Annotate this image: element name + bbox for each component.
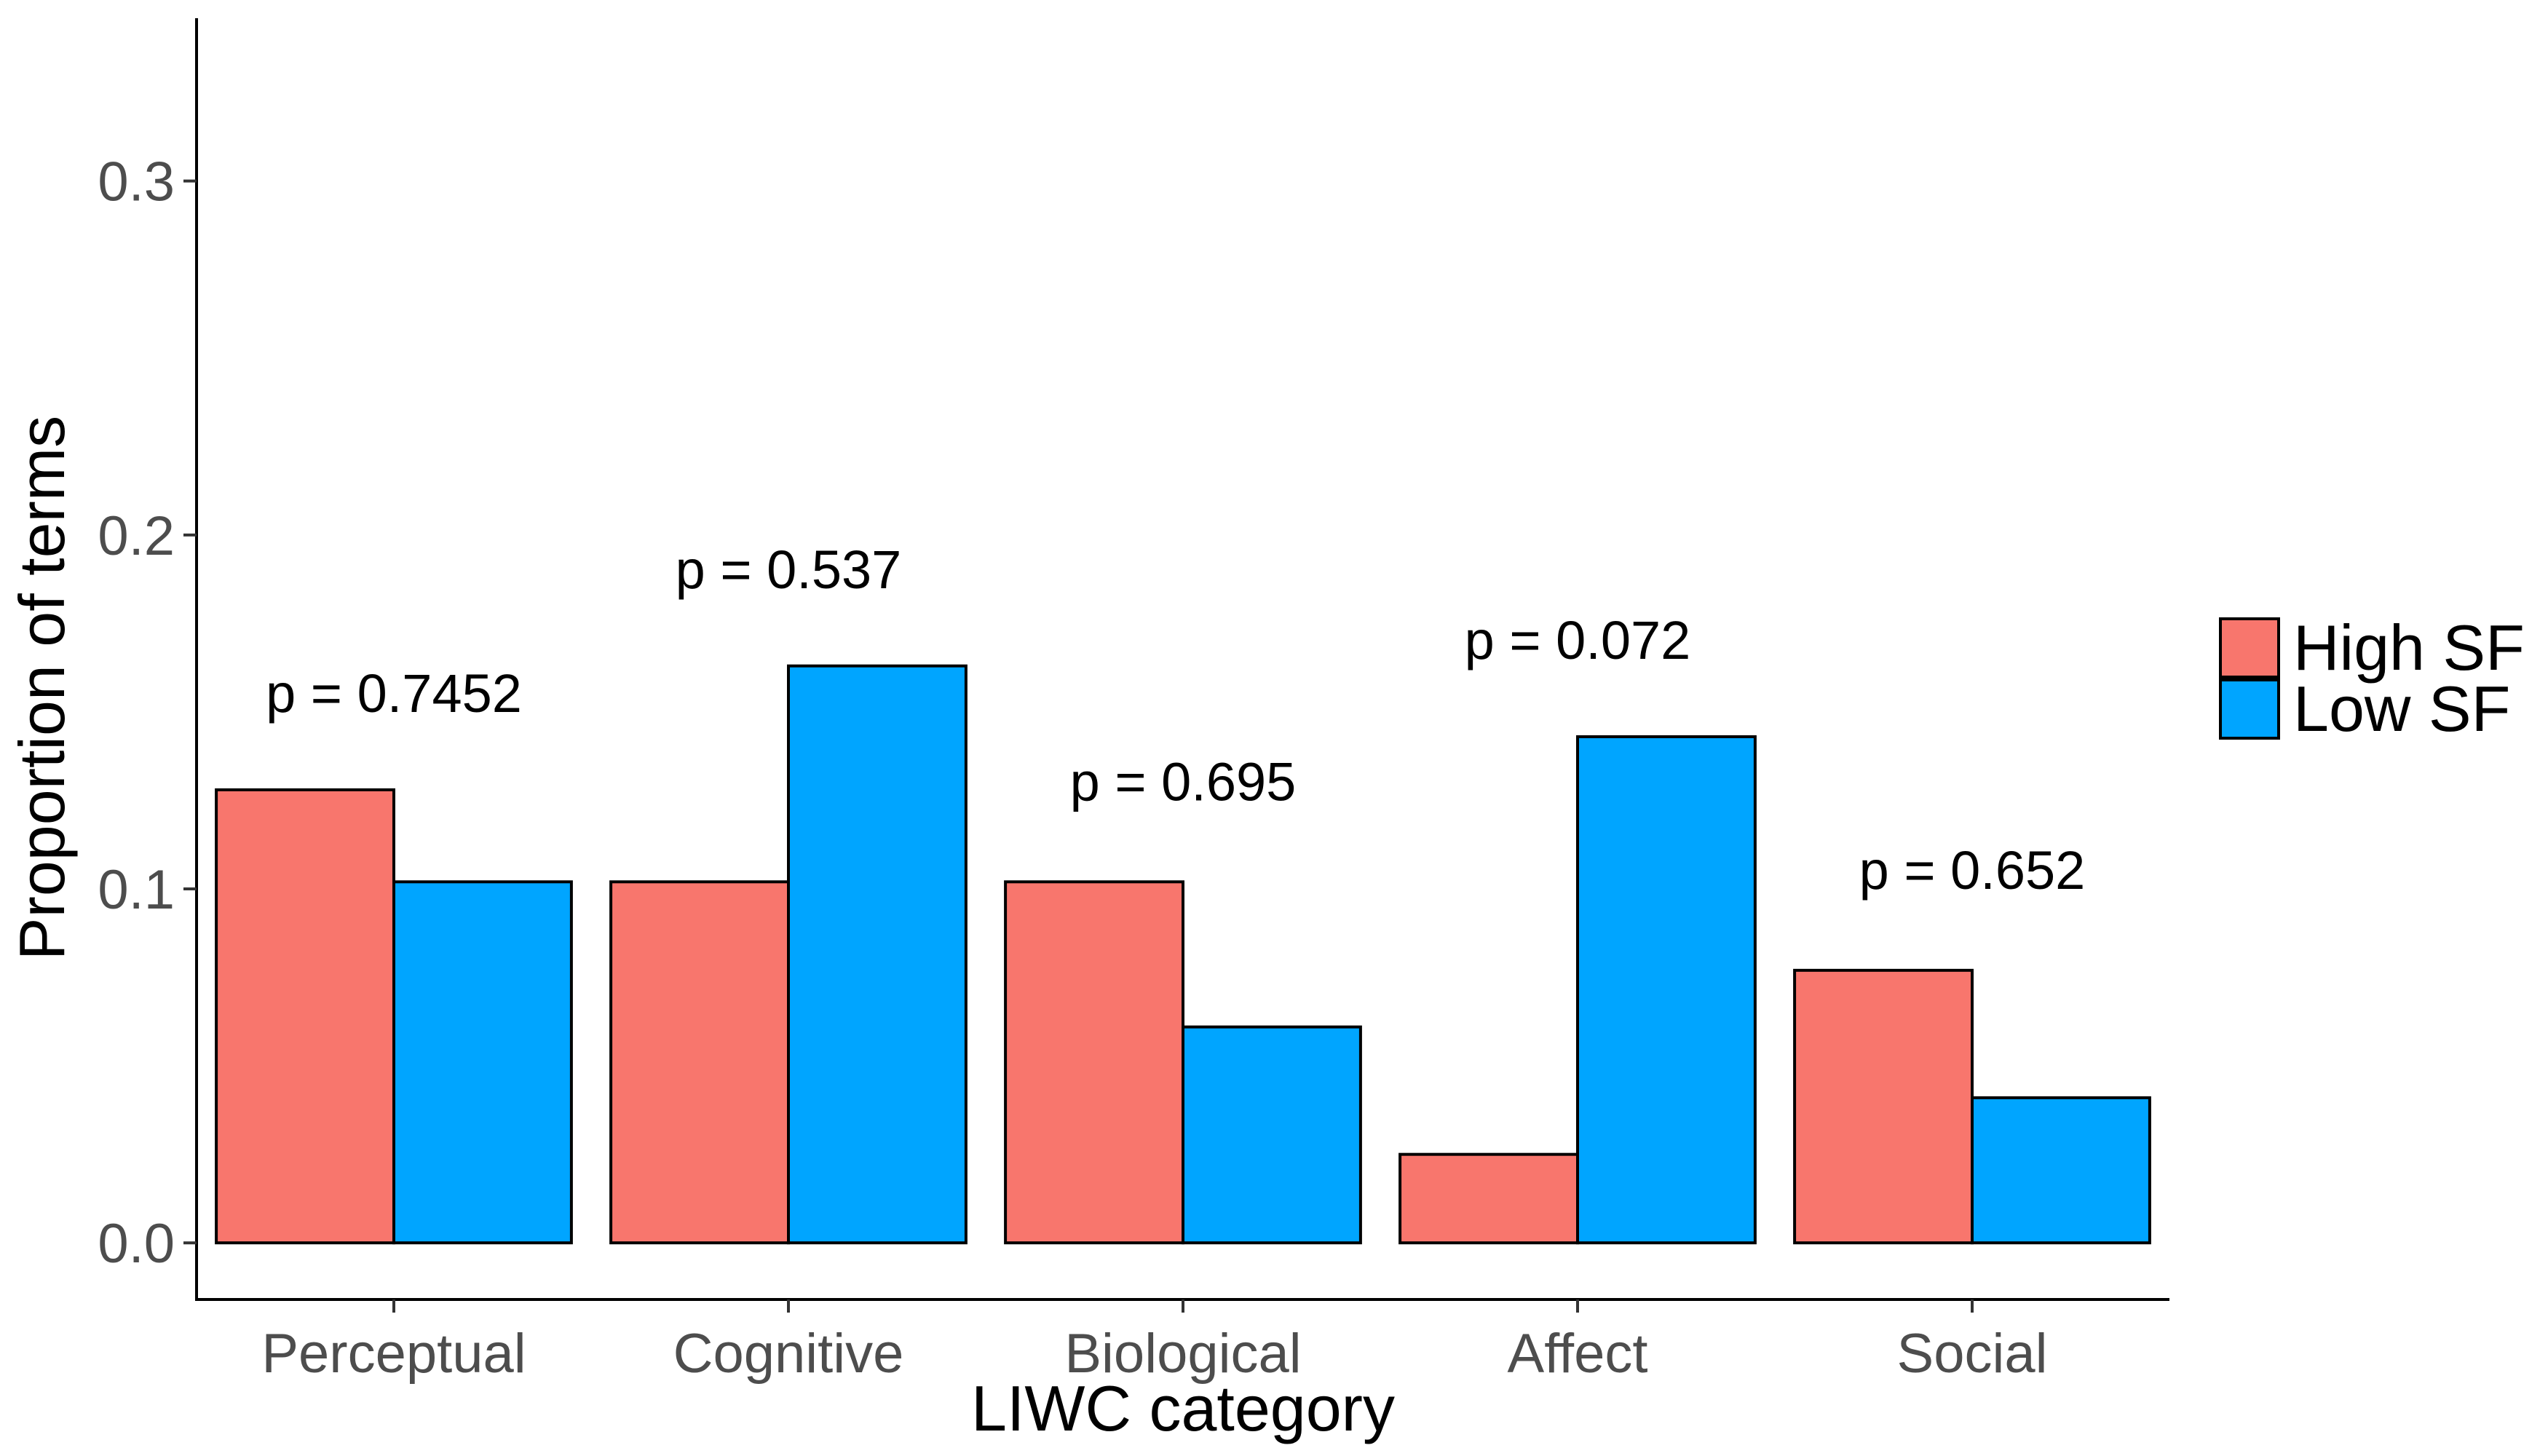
y-tick-label: 0.2 — [98, 505, 175, 567]
legend-swatch-low-sf — [2219, 678, 2280, 740]
p-value-label: p = 0.7452 — [266, 663, 522, 724]
x-tick-label: Biological — [1064, 1323, 1301, 1385]
legend-label-high-sf: High SF — [2293, 612, 2525, 684]
bar-social-high-sf — [1793, 968, 1974, 1245]
p-value-label: p = 0.695 — [1070, 751, 1297, 812]
p-value-label: p = 0.537 — [676, 539, 902, 600]
bar-social-low-sf — [1971, 1096, 2151, 1245]
y-tick-label: 0.3 — [98, 151, 175, 213]
bar-cognitive-low-sf — [787, 664, 968, 1245]
x-axis-ticks: Perceptual Cognitive Biological Affect Socia… — [261, 1299, 2048, 1385]
legend-label-low-sf: Low SF — [2293, 673, 2510, 745]
p-value-label: p = 0.072 — [1465, 610, 1691, 670]
axes — [195, 18, 2169, 1301]
bar-perceptual-low-sf — [392, 880, 573, 1245]
bar-biological-low-sf — [1182, 1025, 1362, 1245]
p-value-annotations: p = 0.7452 p = 0.537 p = 0.695 p = 0.072 p =… — [266, 539, 2085, 901]
axis-lines — [195, 18, 2169, 1301]
bars-layer — [215, 664, 2151, 1245]
x-tick-label: Affect — [1508, 1323, 1648, 1385]
x-axis-title: LIWC category — [971, 1372, 1395, 1444]
bar-cognitive-high-sf — [609, 880, 790, 1245]
bar-affect-low-sf — [1576, 735, 1757, 1245]
y-tick-label: 0.1 — [98, 859, 175, 921]
bar-affect-high-sf — [1398, 1152, 1579, 1245]
bar-biological-high-sf — [1004, 880, 1184, 1245]
x-tick-label: Cognitive — [673, 1323, 904, 1385]
p-value-label: p = 0.652 — [1859, 840, 2086, 901]
y-axis-ticks: 0.0 0.1 0.2 0.3 — [98, 151, 197, 1275]
x-tick-label: Perceptual — [261, 1323, 526, 1385]
y-axis-title: Proportion of terms — [6, 416, 78, 960]
legend-swatch-high-sf — [2219, 617, 2280, 678]
y-tick-label: 0.0 — [98, 1213, 175, 1275]
x-tick-label: Social — [1897, 1323, 2048, 1385]
bar-perceptual-high-sf — [215, 788, 395, 1245]
